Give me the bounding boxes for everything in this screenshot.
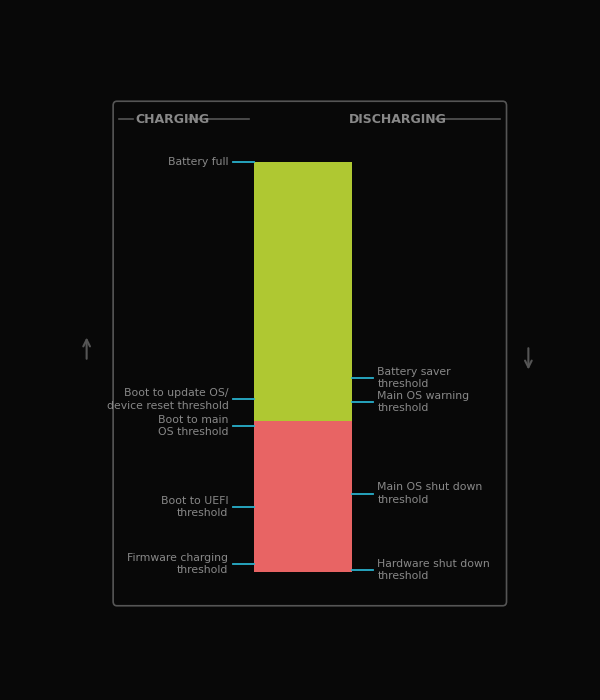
- Bar: [254, 421, 352, 572]
- Text: Firmware charging
threshold: Firmware charging threshold: [127, 552, 229, 575]
- Text: Battery saver
threshold: Battery saver threshold: [377, 367, 451, 389]
- Text: Boot to update OS/
device reset threshold: Boot to update OS/ device reset threshol…: [107, 388, 229, 410]
- Text: Main OS warning
threshold: Main OS warning threshold: [377, 391, 469, 413]
- Bar: [254, 162, 352, 421]
- Text: Hardware shut down
threshold: Hardware shut down threshold: [377, 559, 490, 582]
- Text: CHARGING: CHARGING: [136, 113, 210, 125]
- Text: Boot to main
OS threshold: Boot to main OS threshold: [158, 415, 229, 438]
- Text: Main OS shut down
threshold: Main OS shut down threshold: [377, 482, 482, 505]
- Text: Battery full: Battery full: [168, 158, 229, 167]
- Text: DISCHARGING: DISCHARGING: [349, 113, 447, 125]
- Text: Boot to UEFI
threshold: Boot to UEFI threshold: [161, 496, 229, 518]
